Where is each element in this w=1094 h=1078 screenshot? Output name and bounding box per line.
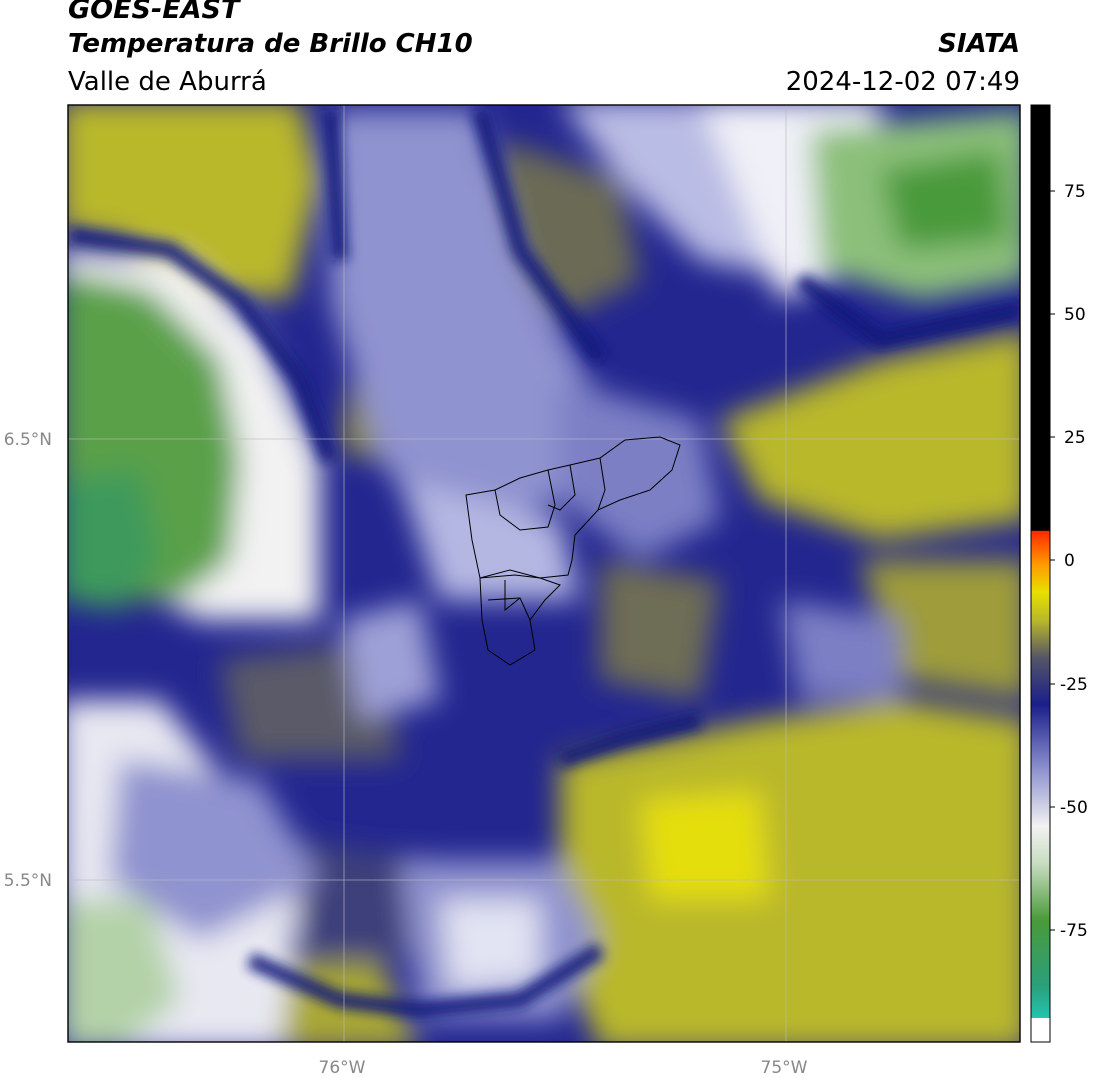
timestamp-label: 2024-12-02 07:49 — [785, 67, 1020, 97]
organization-label: SIATA — [938, 29, 1020, 59]
colorbar-tick-0: 0 — [1064, 551, 1075, 571]
region-subtitle: Valle de Aburrá — [68, 67, 267, 97]
lon-label-76w: 76°W — [319, 1058, 366, 1078]
colorbar: 75 50 25 0 -25 -50 -75 — [1030, 104, 1088, 1043]
colorbar-tick-minus75: -75 — [1060, 921, 1088, 941]
lat-label-6-5n: 6.5°N — [4, 430, 52, 450]
colorbar-tick-25: 25 — [1064, 428, 1086, 448]
satellite-title: GOES-EAST — [68, 0, 240, 25]
colorbar-tick-75: 75 — [1064, 182, 1086, 202]
colorbar-tick-minus25: -25 — [1060, 675, 1088, 695]
colorbar-tick-minus50: -50 — [1060, 798, 1088, 818]
aburra-valley-boundaries — [465, 436, 681, 666]
lat-label-5-5n: 5.5°N — [4, 871, 52, 891]
colorbar-tick-50: 50 — [1064, 305, 1086, 325]
product-title: Temperatura de Brillo CH10 — [68, 29, 473, 59]
brightness-temperature-field — [68, 105, 1020, 1042]
map-frame — [67, 104, 1021, 1043]
lon-label-75w: 75°W — [761, 1058, 808, 1078]
